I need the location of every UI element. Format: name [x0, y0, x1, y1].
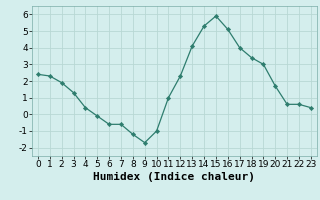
X-axis label: Humidex (Indice chaleur): Humidex (Indice chaleur)	[93, 172, 255, 182]
